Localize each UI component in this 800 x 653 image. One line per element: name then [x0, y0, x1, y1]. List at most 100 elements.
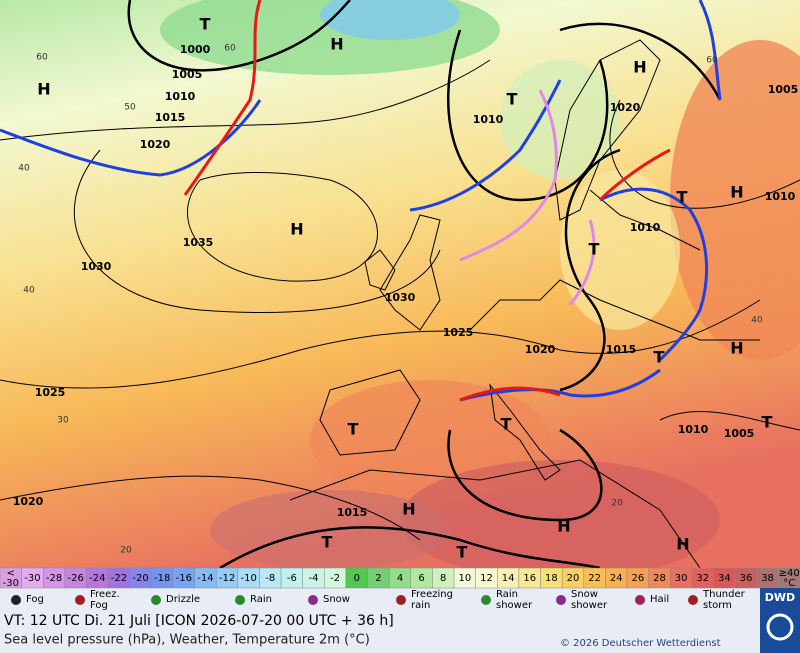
logo-icon — [766, 613, 794, 641]
isobars — [0, 59, 800, 541]
pressure-center: T — [654, 348, 665, 367]
scale-label: 0 — [354, 573, 360, 584]
isobar-label: 1030 — [385, 291, 416, 304]
latitude-label: 40 — [751, 316, 763, 326]
pressure-center: H — [290, 220, 303, 239]
scale-label: 4 — [397, 573, 403, 584]
scale-label: 30 — [675, 573, 688, 584]
pressure-center: H — [730, 183, 743, 202]
pressure-center: T — [501, 415, 512, 434]
isobar-label: 1020 — [525, 343, 556, 356]
scale-label: 32 — [696, 573, 709, 584]
scale-label: -24 — [89, 573, 105, 584]
latitude-label: 30 — [57, 416, 69, 426]
scale-label: 28 — [653, 573, 666, 584]
valid-time: VT: 12 UTC Di. 21 Juli [ICON 2026-07-20 … — [4, 613, 394, 629]
weather-label: Drizzle — [166, 594, 200, 605]
latitude-label: 40 — [23, 286, 35, 296]
scale-label: -28 — [46, 573, 62, 584]
weather-icon — [556, 595, 566, 605]
scale-label: 18 — [545, 573, 558, 584]
scale-label: -22 — [111, 573, 127, 584]
pressure-center: H — [557, 517, 570, 536]
legend: <-30 -30 -28 -26 -24 -22 -20 -18 -16 -14 -12 -10 -8-… — [0, 567, 800, 612]
isobar-label: 1005 — [768, 83, 799, 96]
isobar-label: 1030 — [81, 260, 112, 273]
scale-low: -30 — [3, 578, 19, 589]
scale-label: -4 — [309, 573, 319, 584]
logo: DWD — [765, 591, 795, 604]
scale-label: 2 — [375, 573, 381, 584]
isobar-label: 1010 — [473, 113, 504, 126]
weather-label: Fog — [26, 594, 44, 605]
weather-label: shower — [496, 600, 533, 611]
pressure-center: H — [633, 58, 646, 77]
weather-icon — [151, 595, 161, 605]
scale-label: -6 — [287, 573, 297, 584]
isobar-label: 1015 — [155, 111, 186, 124]
description: Sea level pressure (hPa), Weather, Tempe… — [4, 633, 370, 648]
weather-icon — [75, 595, 85, 605]
scale-label: -10 — [240, 573, 256, 584]
weather-label: Snow — [571, 589, 598, 600]
pressure-center: T — [762, 413, 773, 432]
isobar-label: 1035 — [183, 236, 214, 249]
isobar-label: 1005 — [172, 68, 203, 81]
latitude-label: 20 — [120, 546, 132, 556]
weather-icon — [396, 595, 406, 605]
pressure-center: H — [730, 339, 743, 358]
isobar-label: 1015 — [337, 506, 368, 519]
weather-label: Hail — [650, 594, 669, 605]
scale-label: 34 — [718, 573, 731, 584]
scale-label: 8 — [440, 573, 446, 584]
weather-icon — [635, 595, 645, 605]
scale-label: 20 — [567, 573, 580, 584]
weather-icon — [308, 595, 318, 605]
weather-label: Fog — [90, 600, 108, 611]
scale-label: 16 — [523, 573, 536, 584]
scale-label: 6 — [418, 573, 424, 584]
pressure-center: H — [402, 500, 415, 519]
scale-label: 24 — [610, 573, 623, 584]
isobar-label: 1010 — [630, 221, 661, 234]
scale-high: ≥40 — [779, 568, 800, 579]
pressure-center: T — [348, 420, 359, 439]
weather-label: Freez. — [90, 589, 120, 600]
scale-label: 26 — [631, 573, 644, 584]
scale-label: -2 — [330, 573, 340, 584]
isobar-label: 1025 — [443, 326, 474, 339]
isobar-label: 1020 — [13, 495, 44, 508]
scale-label: -26 — [68, 573, 84, 584]
fronts — [0, 0, 722, 402]
isobar-label: 1010 — [165, 90, 196, 103]
pressure-center: T — [677, 188, 688, 207]
isobar-label: 1010 — [765, 190, 796, 203]
scale-label: 22 — [588, 573, 601, 584]
map-labels: 1000 1005 1010 1015 1020 1035 1030 1025 1030 1025… — [13, 15, 799, 562]
isobar-label: 1020 — [610, 101, 641, 114]
footer-bg — [0, 612, 800, 653]
logo-bg — [760, 588, 800, 653]
weather-icon — [235, 595, 245, 605]
latitude-label: 50 — [124, 103, 136, 113]
isobar-label: 1020 — [140, 138, 171, 151]
latitude-label: 60 — [224, 44, 236, 54]
scale-label: 36 — [740, 573, 753, 584]
weather-label: rain — [411, 600, 430, 611]
scale-label: -18 — [154, 573, 170, 584]
weather-icon — [481, 595, 491, 605]
weather-label: Snow — [323, 594, 350, 605]
weather-label: Rain — [250, 594, 272, 605]
latitude-label: 20 — [611, 499, 623, 509]
scale-label: 12 — [480, 573, 493, 584]
weather-label: Thunder — [702, 589, 746, 600]
pressure-center: T — [457, 543, 468, 562]
temperature-blobs — [160, 0, 800, 580]
scale-high: °C — [783, 578, 795, 589]
coastlines — [289, 39, 760, 569]
scale-label: -30 — [24, 573, 40, 584]
pressure-center: T — [200, 15, 211, 34]
pressure-center: H — [37, 80, 50, 99]
weather-label: Freezing — [411, 589, 453, 600]
